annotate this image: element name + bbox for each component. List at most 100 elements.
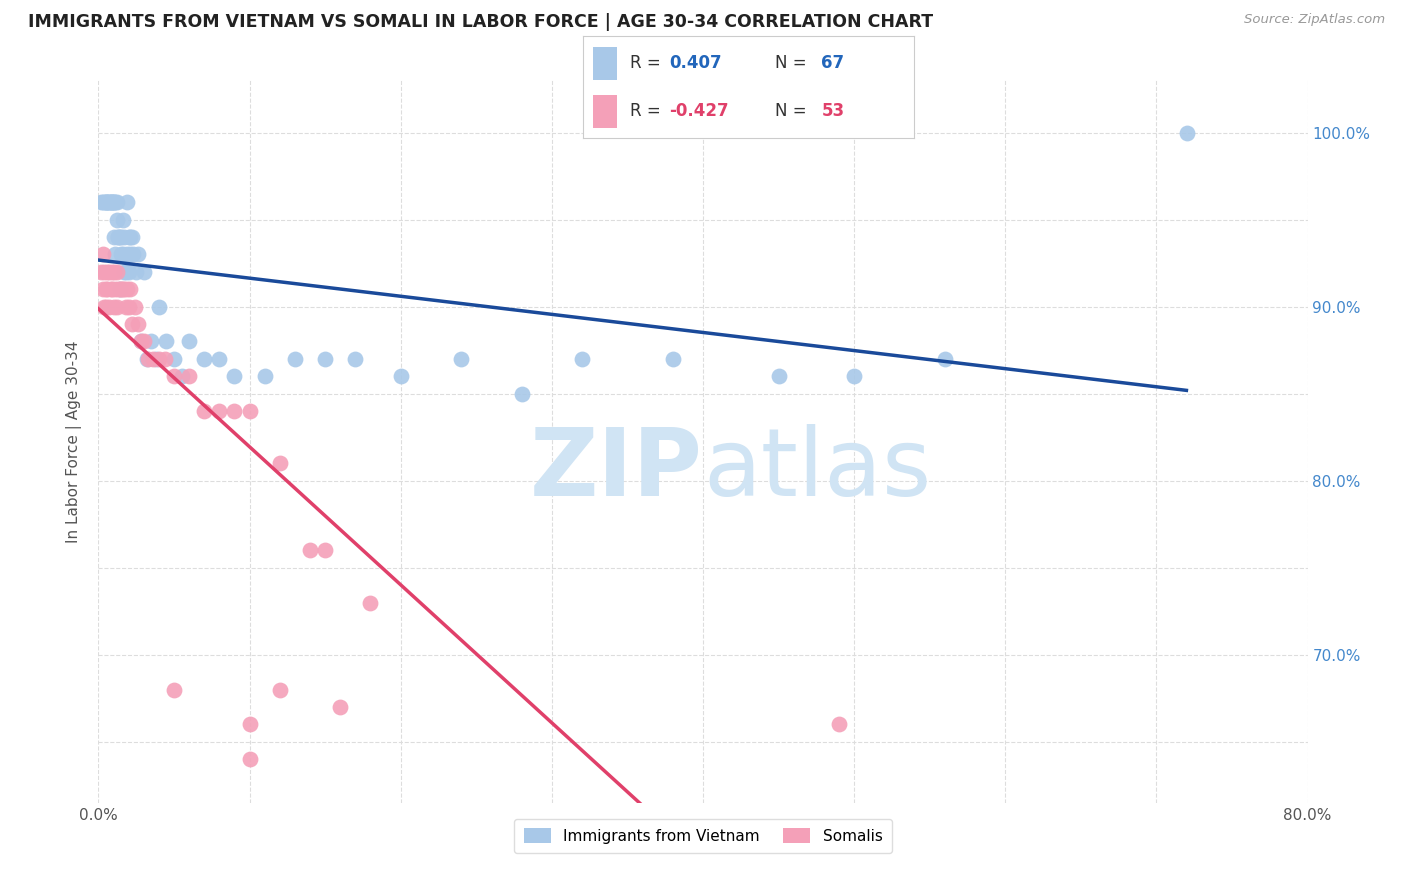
Point <box>93 265 115 279</box>
Point <box>239 717 262 731</box>
Point <box>100 282 122 296</box>
Point <box>110 230 132 244</box>
Point <box>118 265 141 279</box>
Point <box>96 282 118 296</box>
Point <box>105 195 128 210</box>
Point <box>108 282 131 296</box>
Point <box>145 351 167 366</box>
Point <box>269 456 291 470</box>
Point <box>163 369 186 384</box>
Point <box>115 282 138 296</box>
Point <box>768 369 790 384</box>
Point <box>101 282 124 296</box>
Point <box>253 369 276 384</box>
Point <box>828 717 851 731</box>
Text: N =: N = <box>775 102 813 120</box>
Point <box>129 334 152 349</box>
Point <box>125 265 148 279</box>
Point <box>153 351 176 366</box>
Point <box>94 195 117 210</box>
Text: IMMIGRANTS FROM VIETNAM VS SOMALI IN LABOR FORCE | AGE 30-34 CORRELATION CHART: IMMIGRANTS FROM VIETNAM VS SOMALI IN LAB… <box>28 13 934 31</box>
Point <box>132 265 155 279</box>
Point <box>110 247 132 261</box>
Point <box>94 282 117 296</box>
Point <box>107 282 129 296</box>
Point <box>661 351 683 366</box>
Point <box>148 351 170 366</box>
Point <box>110 282 132 296</box>
Point <box>91 282 114 296</box>
Text: R =: R = <box>630 54 671 72</box>
Text: N =: N = <box>775 54 813 72</box>
Text: atlas: atlas <box>703 425 931 516</box>
Point <box>108 282 131 296</box>
Point <box>98 265 121 279</box>
Point <box>104 282 127 296</box>
Point <box>118 300 141 314</box>
Point <box>844 369 866 384</box>
Point <box>127 247 149 261</box>
Point <box>329 700 352 714</box>
Point <box>314 543 336 558</box>
Point <box>314 351 336 366</box>
Point <box>132 334 155 349</box>
Point <box>105 265 128 279</box>
Point <box>94 195 117 210</box>
Point <box>111 247 134 261</box>
Point <box>129 334 152 349</box>
Point <box>103 300 125 314</box>
Point <box>103 265 125 279</box>
Point <box>934 351 956 366</box>
Point <box>284 351 307 366</box>
Point <box>108 230 131 244</box>
Point <box>105 212 128 227</box>
Point <box>120 247 142 261</box>
Point <box>98 195 121 210</box>
Y-axis label: In Labor Force | Age 30-34: In Labor Force | Age 30-34 <box>66 340 83 543</box>
Point <box>269 682 291 697</box>
Point <box>90 195 112 210</box>
Point <box>115 195 138 210</box>
Point <box>100 195 122 210</box>
Point <box>239 752 262 766</box>
Point <box>1175 126 1198 140</box>
Point <box>299 543 322 558</box>
Point <box>114 265 136 279</box>
Text: ZIP: ZIP <box>530 425 703 516</box>
Point <box>136 351 159 366</box>
Point <box>103 195 125 210</box>
Point <box>104 195 127 210</box>
Point <box>101 265 124 279</box>
Point <box>389 369 412 384</box>
Point <box>111 212 134 227</box>
Point <box>344 351 367 366</box>
Point <box>141 334 163 349</box>
Point <box>101 195 124 210</box>
Point <box>170 369 193 384</box>
Point <box>111 282 134 296</box>
Point <box>98 300 121 314</box>
Point <box>93 195 115 210</box>
Point <box>571 351 593 366</box>
Point <box>179 334 201 349</box>
Point <box>360 596 382 610</box>
Point <box>105 300 128 314</box>
Legend: Immigrants from Vietnam, Somalis: Immigrants from Vietnam, Somalis <box>515 819 891 853</box>
Point <box>112 265 135 279</box>
Point <box>100 195 122 210</box>
Point <box>103 230 125 244</box>
Point <box>239 404 262 418</box>
Point <box>90 265 112 279</box>
Point <box>124 300 146 314</box>
Point <box>98 195 121 210</box>
Point <box>193 404 215 418</box>
Point <box>91 195 114 210</box>
Point <box>118 230 141 244</box>
Point <box>163 682 186 697</box>
Point <box>155 334 177 349</box>
Point <box>510 386 533 401</box>
Point <box>193 351 215 366</box>
Point <box>121 317 143 331</box>
Point <box>224 404 246 418</box>
Point <box>120 282 142 296</box>
